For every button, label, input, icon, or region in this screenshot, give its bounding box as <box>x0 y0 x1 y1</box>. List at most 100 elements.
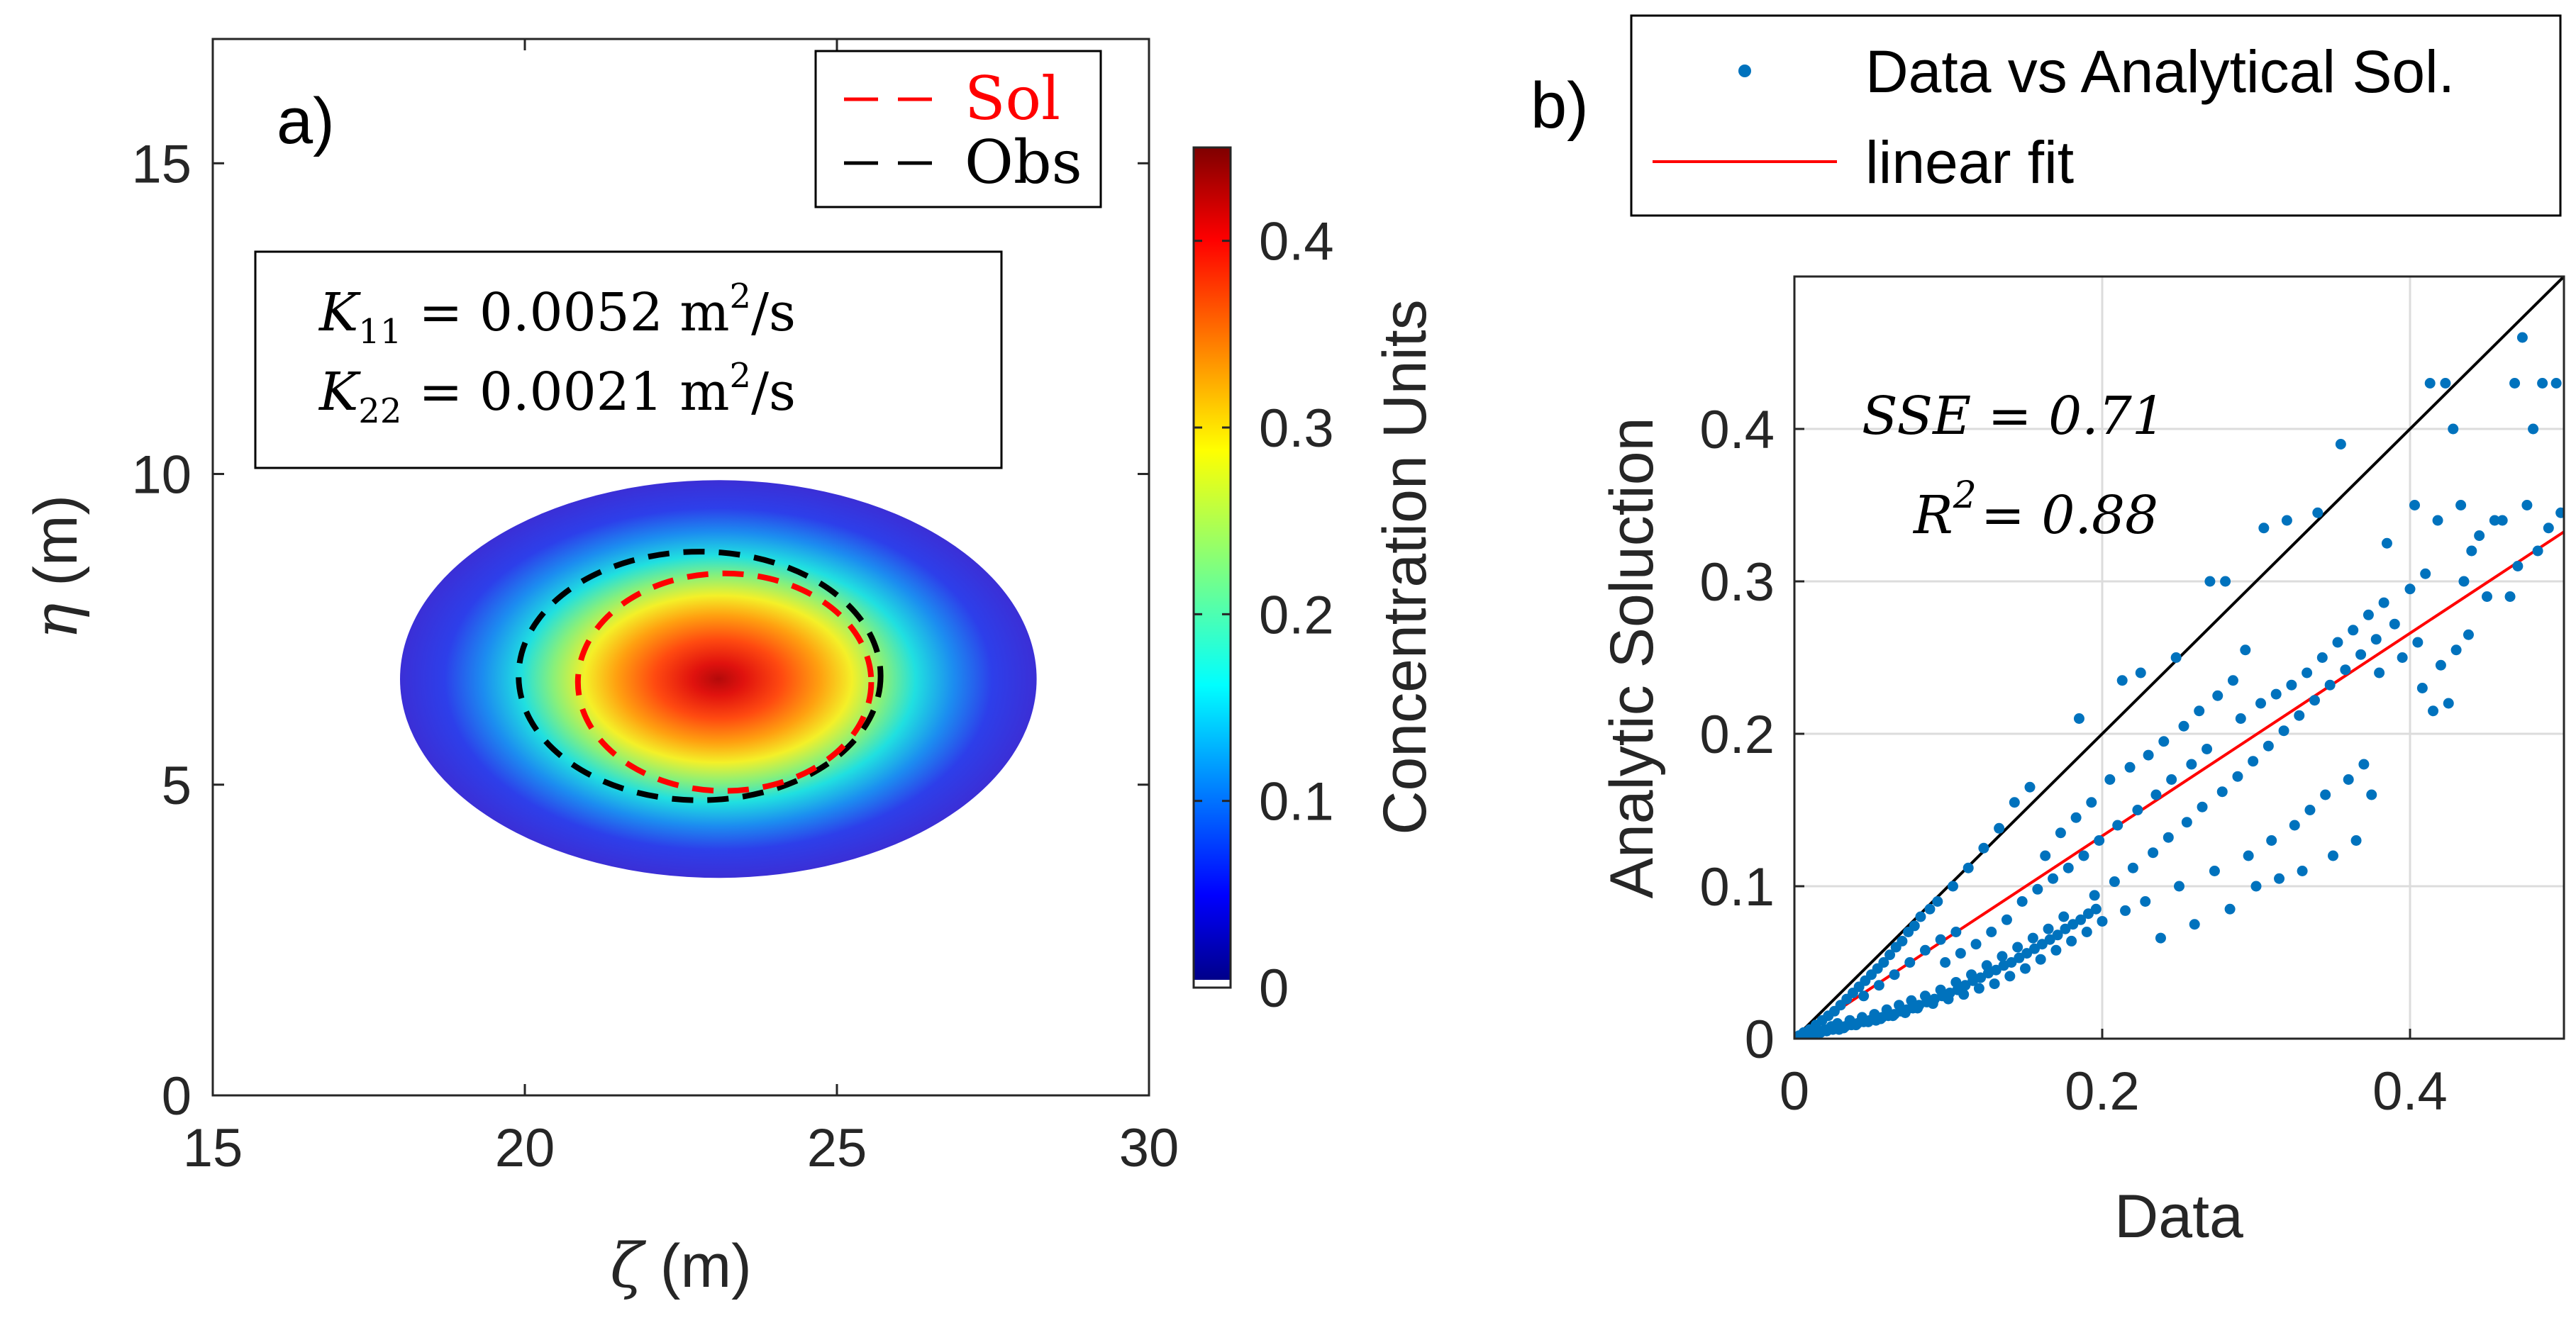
scatter-points <box>1794 332 2564 1039</box>
scatter-point <box>2474 530 2485 541</box>
scatter-point <box>1970 939 1982 950</box>
scatter-point <box>2309 695 2320 706</box>
scatter-point <box>2297 866 2308 876</box>
scatter-point <box>2163 832 2174 843</box>
scatter-point <box>2063 862 2074 873</box>
scatter-point <box>2509 378 2521 389</box>
panel-a-xtick-label: 15 <box>183 1118 243 1178</box>
legend-data-marker <box>1738 65 1751 77</box>
panel-a-legend: Sol Obs <box>814 50 1102 208</box>
colorbar-zero-band <box>1194 980 1231 988</box>
scatter-point <box>2555 507 2564 518</box>
scatter-point <box>2328 850 2338 861</box>
scatter-point <box>2120 905 2131 916</box>
scatter-point <box>2348 625 2359 636</box>
scatter-point <box>2263 740 2274 752</box>
scatter-point <box>2143 749 2154 761</box>
scatter-point <box>1935 934 1946 945</box>
colorbar-frame <box>1192 146 1232 989</box>
scatter-point <box>2389 618 2400 630</box>
scatter-point <box>2166 774 2177 785</box>
scatter-point <box>2112 820 2123 831</box>
scatter-point <box>2209 866 2220 876</box>
k22-symbol: K <box>318 362 361 423</box>
scatter-point <box>2289 820 2300 831</box>
panel-a-ytick-label: 5 <box>162 756 191 816</box>
scatter-point <box>1990 964 2002 976</box>
panel-a-xtick-label: 25 <box>807 1118 867 1178</box>
scatter-point <box>2116 675 2128 686</box>
scatter-point <box>2381 537 2392 549</box>
scatter-point <box>1962 862 1974 873</box>
scatter-point <box>2060 923 2071 934</box>
panel-a-xtick-label: 30 <box>1119 1118 1179 1178</box>
r2-sup: 2 <box>1953 474 1977 517</box>
scatter-point <box>2294 710 2305 721</box>
panel-b-ytick-label: 0.2 <box>1699 705 1775 765</box>
k22-line: K22 = 0.0021 m2/s <box>318 356 796 431</box>
scatter-point <box>2286 679 2297 691</box>
scatter-point <box>1878 957 1889 968</box>
scatter-point <box>2189 919 2200 930</box>
panel-a-ylabel: η (m) <box>21 495 91 640</box>
scatter-point <box>2378 597 2389 608</box>
colorbar-tick-label: 0.1 <box>1259 772 1334 832</box>
colorbar-tick-label: 0.2 <box>1259 585 1334 645</box>
panel-b-xtick-label: 0.4 <box>2372 1061 2448 1122</box>
scatter-point <box>2020 963 2031 974</box>
scatter-point <box>2140 896 2151 907</box>
scatter-point <box>2086 797 2097 808</box>
scatter-point <box>2032 883 2043 895</box>
scatter-point <box>2404 583 2416 595</box>
scatter-point <box>1884 949 1896 961</box>
scatter-point <box>2070 812 2082 823</box>
scatter-point <box>2127 862 2138 873</box>
k11-line: K11 = 0.0052 m2/s <box>318 277 796 352</box>
scatter-point <box>2497 515 2508 526</box>
scatter-point <box>2458 576 2470 587</box>
panel-a-xlabel-unit: (m) <box>643 1232 752 1300</box>
scatter-point <box>1960 980 1971 991</box>
scatter-point <box>2550 378 2562 389</box>
scatter-point <box>2504 591 2516 602</box>
panel-b-axes-box <box>1793 275 2565 1040</box>
scatter-point <box>2058 911 2070 922</box>
scatter-point <box>2374 667 2385 678</box>
k11-unit-exp: 2 <box>730 277 752 316</box>
scatter-point <box>2250 881 2262 892</box>
scatter-point <box>2409 500 2421 510</box>
scatter-point <box>2170 652 2182 663</box>
scatter-point <box>2248 756 2259 767</box>
scatter-point <box>1948 881 1959 892</box>
scatter-point <box>1873 980 1884 991</box>
scatter-point <box>2082 908 2094 920</box>
scatter-point <box>1904 957 1916 968</box>
r2-value: = 0.88 <box>1981 485 2158 546</box>
scatter-point <box>2075 914 2087 925</box>
scatter-point <box>2450 644 2462 656</box>
legend-sol-label: Sol <box>965 64 1060 133</box>
scatter-point <box>2278 725 2289 737</box>
scatter-point <box>2001 914 2012 925</box>
scatter-point <box>1994 822 2005 834</box>
scatter-point <box>2104 774 2116 785</box>
scatter-point <box>2363 609 2374 620</box>
scatter-point <box>1940 957 1951 968</box>
zeta-symbol: ζ <box>610 1231 646 1302</box>
scatter-point <box>2281 515 2292 526</box>
k11-unit-tail: /s <box>751 282 796 343</box>
scatter-point <box>2014 952 2025 964</box>
scatter-point <box>2004 971 2016 982</box>
scatter-point <box>2355 649 2367 660</box>
scatter-point <box>1909 920 1920 932</box>
colorbar-tick-label: 0.4 <box>1259 212 1334 272</box>
scatter-point <box>1952 984 1963 995</box>
scatter-point <box>2448 423 2459 435</box>
scatter-point <box>2204 576 2216 587</box>
scatter-point <box>1915 911 1926 922</box>
scatter-point <box>2343 774 2354 785</box>
panel-b-xlabel: Data <box>2114 1183 2243 1251</box>
scatter-point <box>1975 972 1987 983</box>
scatter-point <box>1932 896 1943 907</box>
